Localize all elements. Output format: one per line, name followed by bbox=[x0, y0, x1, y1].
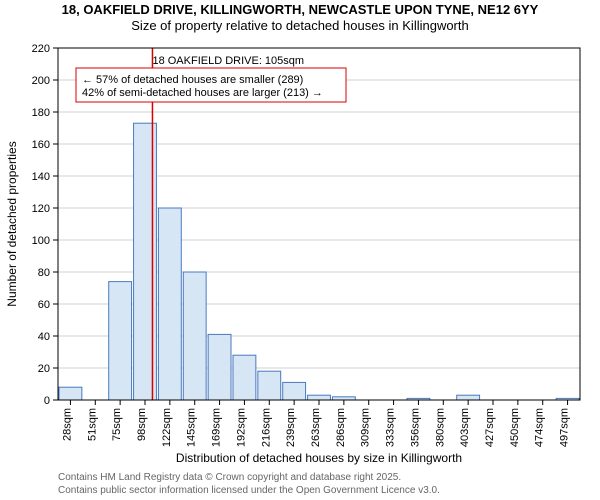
x-tick-label: 239sqm bbox=[285, 408, 297, 447]
x-tick-label: 309sqm bbox=[360, 408, 372, 447]
property-size-histogram: 18, OAKFIELD DRIVE, KILLINGWORTH, NEWCAS… bbox=[0, 0, 600, 500]
histogram-bar bbox=[183, 272, 206, 400]
histogram-bar bbox=[258, 371, 281, 400]
x-tick-label: 263sqm bbox=[310, 408, 322, 447]
x-tick-label: 192sqm bbox=[235, 408, 247, 447]
footer-line-1: Contains HM Land Registry data © Crown c… bbox=[58, 472, 401, 483]
x-axis-label: Distribution of detached houses by size … bbox=[176, 451, 462, 465]
y-tick-label: 40 bbox=[38, 331, 50, 343]
histogram-bar bbox=[283, 382, 306, 400]
histogram-bar bbox=[457, 395, 480, 400]
x-tick-label: 216sqm bbox=[260, 408, 272, 447]
x-tick-label: 474sqm bbox=[534, 408, 546, 447]
x-tick-label: 169sqm bbox=[211, 408, 223, 447]
y-axis-label: Number of detached properties bbox=[5, 141, 19, 306]
x-tick-label: 122sqm bbox=[161, 408, 173, 447]
x-tick-label: 356sqm bbox=[409, 408, 421, 447]
histogram-bar bbox=[109, 282, 132, 400]
x-tick-label: 51sqm bbox=[86, 408, 98, 441]
annotation-line: 42% of semi-detached houses are larger (… bbox=[82, 87, 323, 99]
x-tick-label: 286sqm bbox=[335, 408, 347, 447]
histogram-bar bbox=[308, 395, 331, 400]
y-tick-label: 140 bbox=[32, 171, 50, 183]
x-tick-label: 28sqm bbox=[61, 408, 73, 441]
y-tick-label: 20 bbox=[38, 363, 50, 375]
x-tick-label: 427sqm bbox=[484, 408, 496, 447]
histogram-bar bbox=[158, 208, 181, 400]
histogram-bar bbox=[59, 387, 82, 400]
annotation-line: ← 57% of detached houses are smaller (28… bbox=[82, 74, 303, 86]
y-tick-label: 200 bbox=[32, 75, 50, 87]
y-tick-label: 0 bbox=[44, 395, 50, 407]
footer-line-2: Contains public sector information licen… bbox=[58, 485, 440, 496]
x-tick-label: 380sqm bbox=[434, 408, 446, 447]
x-tick-label: 450sqm bbox=[509, 408, 521, 447]
y-tick-label: 100 bbox=[32, 235, 50, 247]
x-tick-label: 403sqm bbox=[459, 408, 471, 447]
chart-title-line1: 18, OAKFIELD DRIVE, KILLINGWORTH, NEWCAS… bbox=[62, 2, 539, 17]
histogram-bar bbox=[233, 355, 256, 400]
y-tick-label: 180 bbox=[32, 107, 50, 119]
y-tick-label: 220 bbox=[32, 43, 50, 55]
y-tick-label: 80 bbox=[38, 267, 50, 279]
chart-title-line2: Size of property relative to detached ho… bbox=[131, 18, 468, 33]
x-tick-label: 333sqm bbox=[385, 408, 397, 447]
plot-area: 0 20 40 60 80 100 120 140 160 180 200 220 28sqm 51sqm… bbox=[32, 43, 580, 447]
x-tick-label: 497sqm bbox=[559, 408, 571, 447]
y-tick-label: 160 bbox=[32, 139, 50, 151]
x-tick-label: 145sqm bbox=[186, 408, 198, 447]
x-tick-label: 98sqm bbox=[136, 408, 148, 441]
x-tick-label: 75sqm bbox=[111, 408, 123, 441]
y-tick-label: 60 bbox=[38, 299, 50, 311]
y-tick-label: 120 bbox=[32, 203, 50, 215]
marker-label: 18 OAKFIELD DRIVE: 105sqm bbox=[152, 55, 304, 67]
histogram-bar bbox=[208, 334, 231, 400]
